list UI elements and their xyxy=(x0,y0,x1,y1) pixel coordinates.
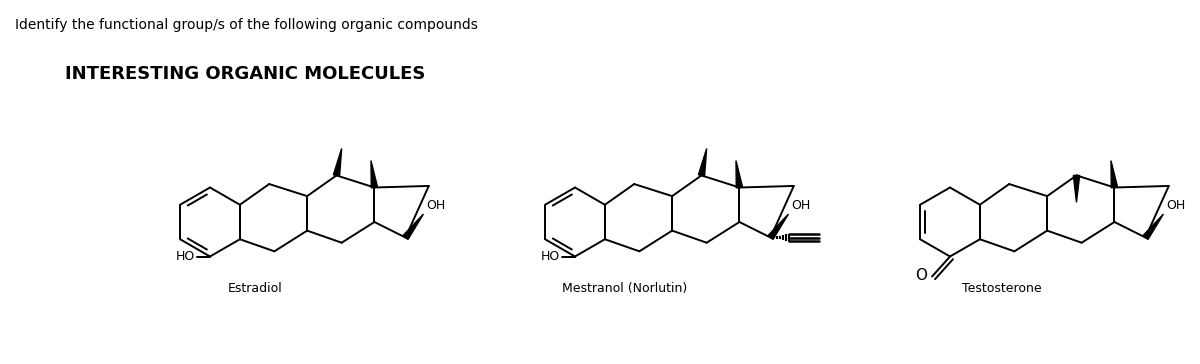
Polygon shape xyxy=(698,149,707,176)
Text: OH: OH xyxy=(792,199,811,212)
Polygon shape xyxy=(1142,214,1164,240)
Text: O: O xyxy=(916,268,928,283)
Polygon shape xyxy=(403,214,424,240)
Polygon shape xyxy=(736,161,743,188)
Text: Testosterone: Testosterone xyxy=(962,282,1042,295)
Text: INTERESTING ORGANIC MOLECULES: INTERESTING ORGANIC MOLECULES xyxy=(65,65,425,83)
Polygon shape xyxy=(371,161,378,188)
Text: Estradiol: Estradiol xyxy=(228,282,282,295)
Text: HO: HO xyxy=(175,250,196,263)
Text: Mestranol (Norlutin): Mestranol (Norlutin) xyxy=(563,282,688,295)
Polygon shape xyxy=(334,149,342,176)
Polygon shape xyxy=(768,214,788,240)
Polygon shape xyxy=(1111,161,1117,188)
Text: OH: OH xyxy=(426,199,445,212)
Text: HO: HO xyxy=(541,250,560,263)
Text: OH: OH xyxy=(1166,199,1186,212)
Polygon shape xyxy=(1073,175,1080,202)
Text: Identify the functional group/s of the following organic compounds: Identify the functional group/s of the f… xyxy=(14,18,478,32)
